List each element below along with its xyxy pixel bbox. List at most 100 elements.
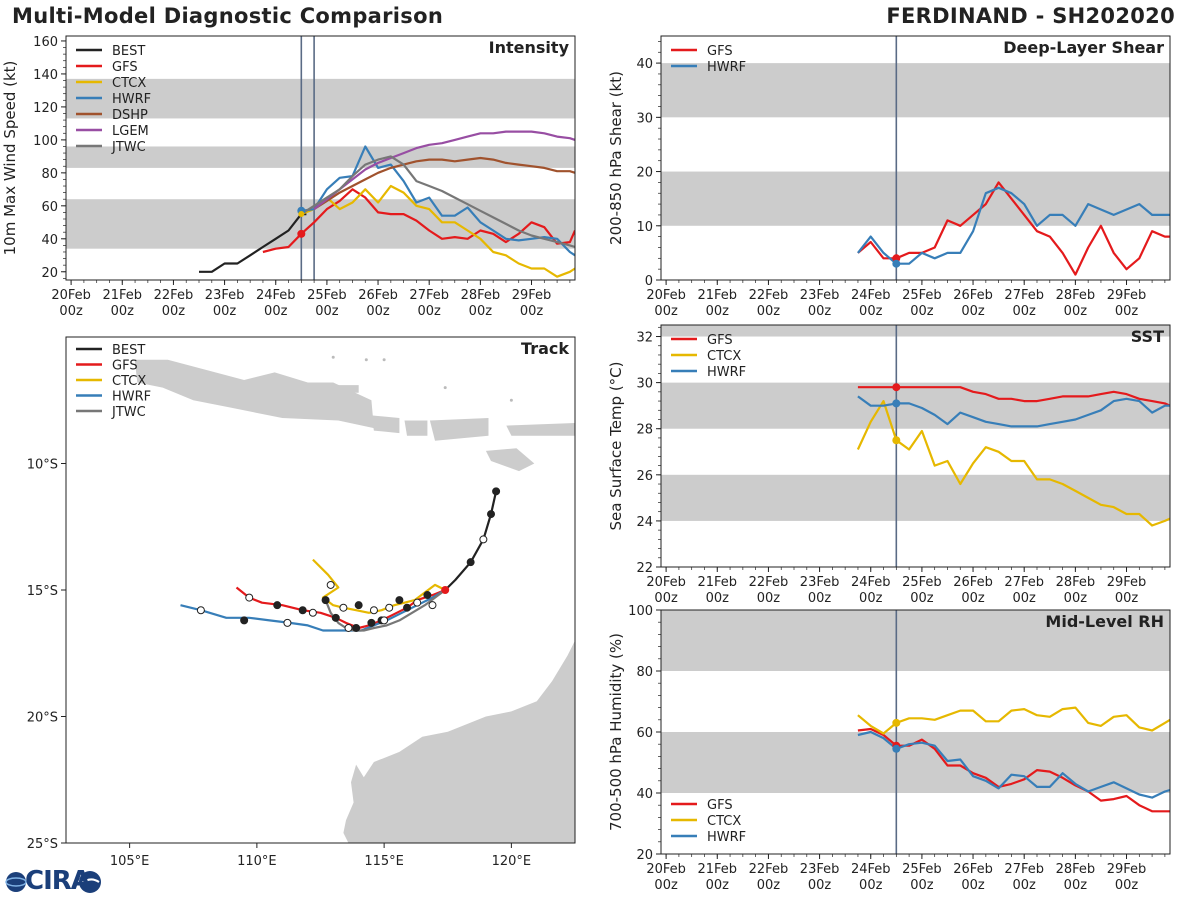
- intensity-xtick-label-hour: 00z: [520, 304, 544, 319]
- figure-title: Multi-Model Diagnostic Comparison: [12, 4, 444, 28]
- intensity-xtick-label-hour: 00z: [315, 304, 339, 319]
- rh-xtick-label-day: 21Feb: [697, 862, 737, 877]
- rh-series-ctcx: [857, 706, 1170, 735]
- intensity-xtick-label-day: 28Feb: [461, 288, 501, 303]
- rh-xtick-label-hour: 00z: [654, 878, 678, 893]
- sst-xtick-label-hour: 00z: [910, 591, 934, 606]
- intensity-series-dshp: [313, 156, 575, 211]
- shear-xtick-label-hour: 00z: [859, 304, 883, 319]
- rh-legend-label-ctcx: CTCX: [707, 814, 741, 829]
- rh-panel: 2040608010020Feb00z21Feb00z22Feb00z23Feb…: [607, 604, 1171, 893]
- rh-series-hwrf: [857, 730, 1170, 799]
- shear-legend-label-hwrf: HWRF: [707, 60, 746, 75]
- rh-xtick-label-hour: 00z: [757, 878, 781, 893]
- track-marker-solid: [492, 487, 501, 496]
- shear-band: [661, 171, 1170, 226]
- track-legend-label-hwrf: HWRF: [112, 390, 151, 405]
- track-ytick-label: 15°S: [27, 584, 58, 599]
- rh-xtick-label-hour: 00z: [859, 878, 883, 893]
- rh-ytick-label: 20: [636, 848, 653, 863]
- sst-ytick-label: 22: [636, 561, 653, 576]
- sst-xtick-label-hour: 00z: [1115, 591, 1139, 606]
- rh-xtick-label-day: 27Feb: [1004, 862, 1044, 877]
- intensity-xtick-label-day: 29Feb: [512, 288, 552, 303]
- land-java: [134, 359, 374, 429]
- intensity-xtick-label-hour: 00z: [264, 304, 288, 319]
- intensity-ytick-label: 100: [33, 134, 58, 149]
- rh-xtick-label-day: 29Feb: [1107, 862, 1147, 877]
- intensity-series-jtwc: [300, 155, 575, 249]
- shear-xtick-label-hour: 00z: [910, 304, 934, 319]
- storm-id-title: FERDINAND - SH202020: [886, 4, 1175, 28]
- intensity-title: Intensity: [489, 38, 570, 57]
- track-marker-open: [344, 623, 353, 632]
- sst-band: [661, 474, 1170, 521]
- shear-xtick-label-day: 28Feb: [1056, 288, 1096, 303]
- intensity-xtick-label-hour: 00z: [469, 304, 493, 319]
- rh-plot-area: [661, 610, 1170, 854]
- rh-band: [661, 610, 1170, 671]
- intensity-plot-area: [66, 36, 575, 280]
- intensity-xtick-label-day: 26Feb: [358, 288, 398, 303]
- intensity-ytick-label: 160: [33, 35, 58, 50]
- rh-xtick-label-hour: 00z: [1115, 878, 1139, 893]
- shear-xtick-label-hour: 00z: [1064, 304, 1088, 319]
- rh-xtick-label-day: 22Feb: [749, 862, 789, 877]
- intensity-series-lgem: [313, 130, 575, 210]
- intensity-xtick-label-hour: 00z: [418, 304, 442, 319]
- sst-ytick-label: 28: [636, 423, 653, 438]
- rh-ytick-label: 80: [636, 665, 653, 680]
- track-marker-solid: [367, 618, 376, 627]
- track-legend-label-jtwc: JTWC: [111, 405, 146, 420]
- intensity-panel: 2040608010012014016020Feb00z21Feb00z22Fe…: [1, 35, 576, 319]
- shear-plot-area: [661, 36, 1170, 280]
- track-marker-solid: [273, 601, 282, 610]
- intensity-legend-label-best: BEST: [112, 44, 145, 59]
- intensity-xtick-label-hour: 00z: [213, 304, 237, 319]
- land-flores: [506, 423, 575, 436]
- land-islet: [509, 398, 513, 402]
- intensity-ytick-label: 20: [41, 266, 58, 281]
- track-legend-label-ctcx: CTCX: [112, 374, 146, 389]
- rh-xtick-label-day: 26Feb: [953, 862, 993, 877]
- shear-xtick-label-day: 23Feb: [800, 288, 840, 303]
- land-islet: [443, 386, 447, 390]
- rh-xtick-label-hour: 00z: [1064, 878, 1088, 893]
- shear-xtick-label-hour: 00z: [1115, 304, 1139, 319]
- intensity-legend-label-lgem: LGEM: [112, 124, 149, 139]
- intensity-xtick-label-day: 23Feb: [205, 288, 245, 303]
- rh-xtick-label-day: 23Feb: [800, 862, 840, 877]
- track-xtick-label: 110°E: [237, 854, 277, 869]
- sst-xtick-label-day: 28Feb: [1056, 575, 1096, 590]
- sst-plot-area: [661, 325, 1170, 567]
- track-marker-open: [245, 593, 254, 602]
- rh-xtick-label-hour: 00z: [706, 878, 730, 893]
- rh-xtick-label-hour: 00z: [808, 878, 832, 893]
- intensity-xtick-label-day: 27Feb: [409, 288, 449, 303]
- shear-series-hwrf: [857, 186, 1170, 265]
- intensity-legend-label-ctcx: CTCX: [112, 76, 146, 91]
- sst-xtick-label-hour: 00z: [859, 591, 883, 606]
- track-marker-open: [196, 606, 205, 615]
- track-marker-open: [479, 535, 488, 544]
- sst-title: SST: [1131, 327, 1164, 346]
- sst-xtick-label-day: 21Feb: [697, 575, 737, 590]
- rh-xtick-label-hour: 00z: [1013, 878, 1037, 893]
- track-marker-solid: [331, 613, 340, 622]
- intensity-band: [66, 199, 575, 249]
- track-legend-label-gfs: GFS: [112, 359, 138, 374]
- intensity-legend-label-jtwc: JTWC: [111, 140, 146, 155]
- land-sumba: [485, 448, 535, 472]
- shear-xtick-label-day: 27Feb: [1004, 288, 1044, 303]
- intensity-xtick-label-day: 24Feb: [256, 288, 296, 303]
- track-xtick-label: 115°E: [364, 854, 404, 869]
- rh-xtick-label-day: 25Feb: [902, 862, 942, 877]
- intensity-xtick-label-hour: 00z: [366, 304, 390, 319]
- intensity-band: [66, 146, 575, 168]
- land-islet: [382, 358, 386, 362]
- track-series-best: [444, 491, 498, 591]
- intensity-xtick-label-day: 25Feb: [307, 288, 347, 303]
- sst-marker-gfs: [892, 383, 901, 392]
- intensity-xtick-label-hour: 00z: [111, 304, 135, 319]
- track-map-area: [134, 355, 575, 843]
